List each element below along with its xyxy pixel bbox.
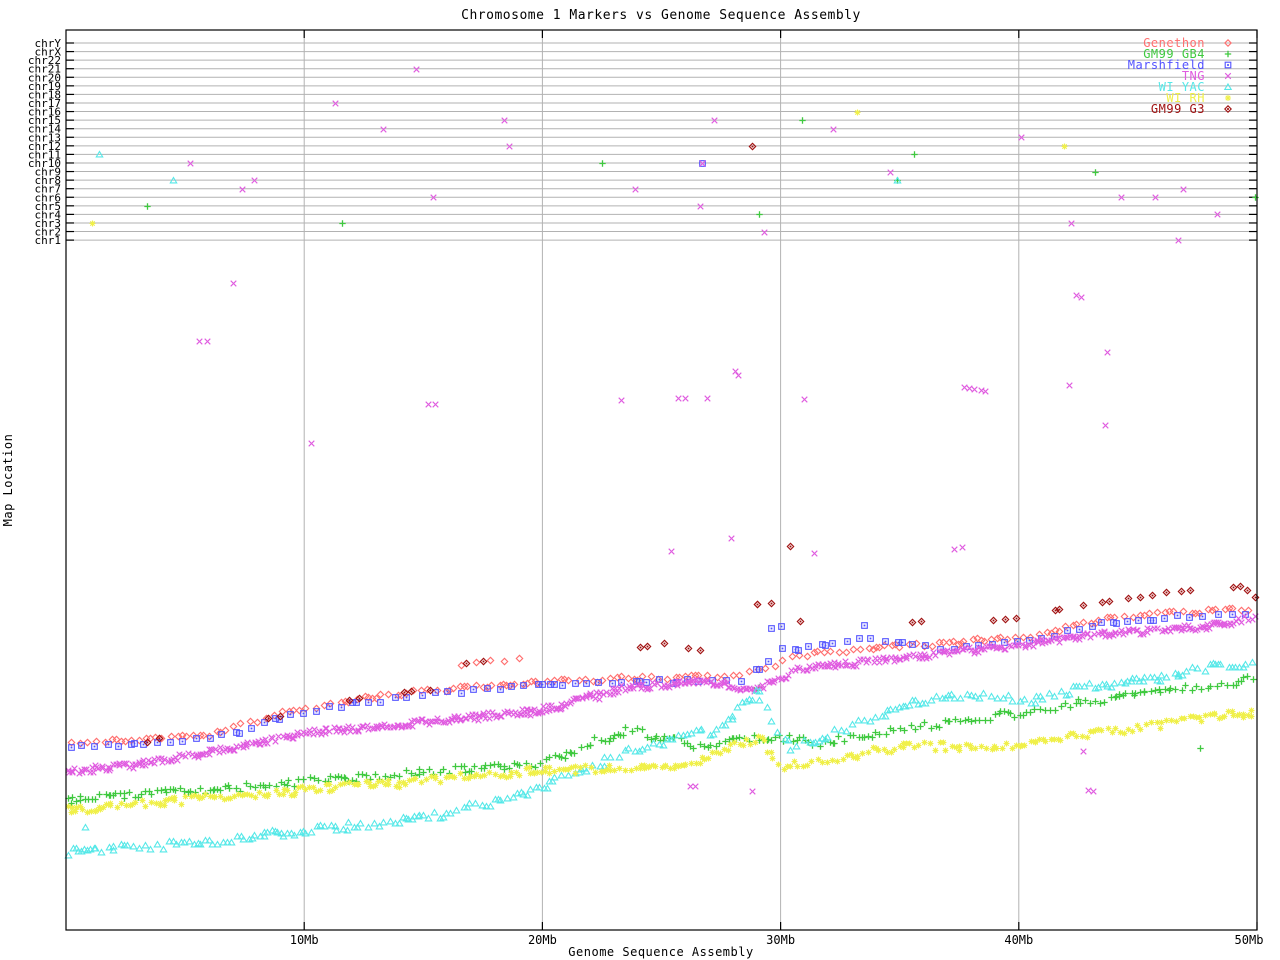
chr-label-chr10: chr10 (28, 157, 61, 170)
chr-label-chr16: chr16 (28, 106, 61, 119)
x-axis-title: Genome Sequence Assembly (568, 945, 753, 959)
plot-border (65, 29, 1258, 931)
chr-label-chr1: chr1 (35, 234, 62, 247)
chr-label-chr18: chr18 (28, 88, 61, 101)
legend-label-GM99-G3: GM99 G3 (1151, 102, 1205, 116)
legend-label-Marshfield: Marshfield (1128, 58, 1205, 72)
legend-label-TNG: TNG (1182, 69, 1205, 83)
series-WI-YAC (64, 150, 1257, 859)
chart-title: Chromosome 1 Markers vs Genome Sequence … (461, 8, 861, 23)
chr-label-chr20: chr20 (28, 71, 61, 84)
grid-layer: chrYchrXchr22chr21chr20chr19chr18chr17ch… (28, 30, 1257, 930)
series-layer (64, 66, 1260, 859)
legend-marker-TNG (1224, 72, 1232, 80)
chr-label-chrX: chrX (35, 46, 62, 59)
x-tick-20Mb: 20Mb (528, 933, 557, 947)
chr-label-chr12: chr12 (28, 140, 61, 153)
chr-label-chr9: chr9 (35, 166, 62, 179)
series-Genethon (67, 600, 1253, 748)
chr-label-chr21: chr21 (28, 63, 61, 76)
series-GM99-GB4 (65, 117, 1259, 807)
legend-label-Genethon: Genethon (1143, 36, 1205, 50)
legend-marker-Genethon (1224, 39, 1232, 47)
chr-label-chr17: chr17 (28, 97, 61, 110)
plot-frame: 10Mb 20Mb 30Mb 40Mb 50Mb (65, 29, 1264, 947)
x-tick-30Mb: 30Mb (766, 933, 795, 947)
series-Marshfield (68, 160, 1249, 751)
chr-label-chr7: chr7 (35, 183, 62, 196)
chr-label-chr3: chr3 (35, 217, 62, 230)
series-WI-RH (65, 109, 1255, 816)
chr-label-chr6: chr6 (35, 191, 62, 204)
chr-label-chrY: chrY (35, 37, 62, 50)
x-tick-10Mb: 10Mb (290, 933, 319, 947)
chr-label-chr15: chr15 (28, 114, 61, 127)
chr-label-chr19: chr19 (28, 80, 61, 93)
legend-marker-WI-YAC (1223, 82, 1233, 90)
chr-label-chr13: chr13 (28, 131, 61, 144)
chr-label-chr14: chr14 (28, 123, 61, 136)
chr-label-chr2: chr2 (35, 226, 62, 239)
chr-label-chr8: chr8 (35, 174, 62, 187)
x-tick-40Mb: 40Mb (1004, 933, 1033, 947)
legend-marker-WI-RH (1225, 95, 1231, 101)
chr-label-chr11: chr11 (28, 148, 61, 161)
chr-label-chr5: chr5 (35, 200, 62, 213)
legend-label-GM99-GB4: GM99 GB4 (1143, 47, 1205, 61)
y-axis-title: Map Location (1, 434, 15, 527)
x-tick-50Mb: 50Mb (1235, 933, 1264, 947)
legend-label-WI-RH: WI RH (1166, 91, 1205, 105)
series-GM99-G3 (143, 142, 1260, 747)
legend-marker-GM99-G3 (1224, 105, 1232, 113)
legend-marker-GM99-GB4 (1224, 50, 1232, 58)
chr-label-chr22: chr22 (28, 54, 61, 67)
legend-label-WI-YAC: WI YAC (1159, 80, 1205, 94)
chr-label-chr4: chr4 (35, 208, 62, 221)
series-TNG (65, 66, 1259, 795)
legend-marker-Marshfield (1224, 61, 1232, 69)
